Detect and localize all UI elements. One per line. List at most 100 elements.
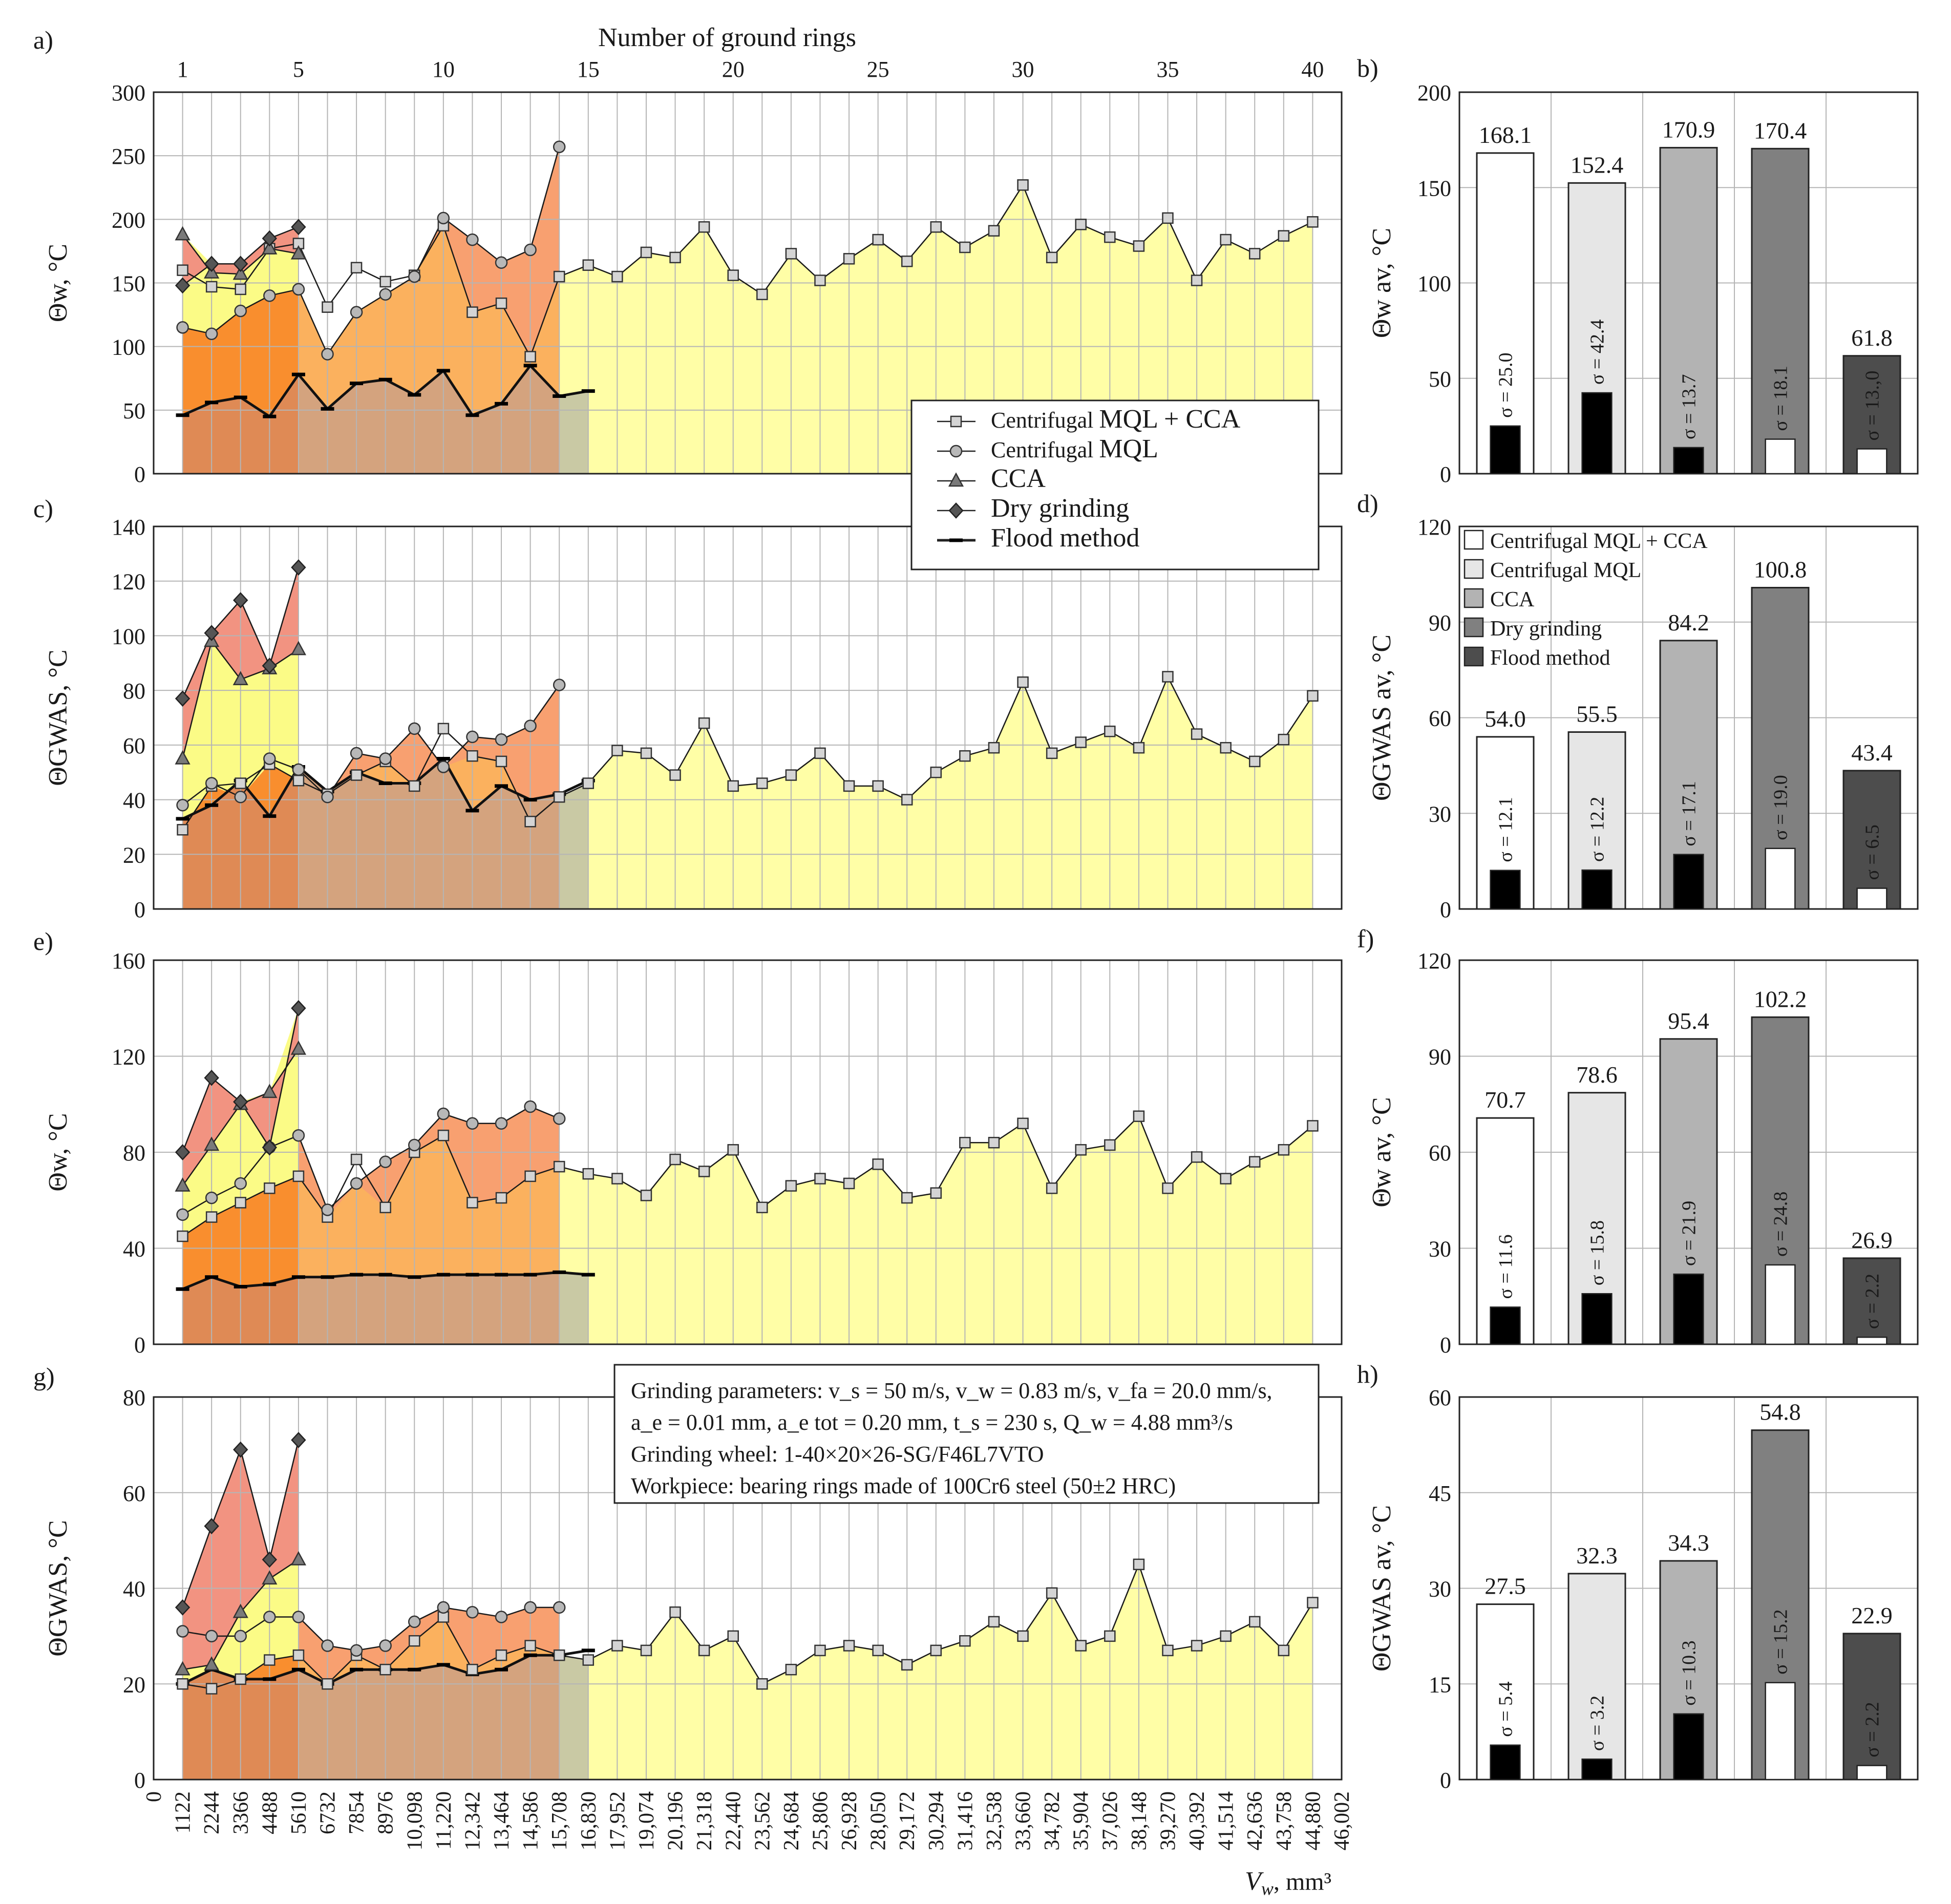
marker-mqlcca [959,1137,971,1149]
marker-mql [205,777,218,790]
marker-mqlcca [872,1158,884,1170]
bar-value-label: 43.4 [1851,739,1893,766]
sigma-label: σ = 21.9 [1679,1201,1700,1266]
bar [1842,1633,1901,1781]
marker-mqlcca [1191,1151,1203,1163]
top-tick-label: 30 [1012,57,1034,82]
marker-mqlcca [1248,755,1261,768]
line-panel-c: 0 20 40 60 80 100 120 140 ΘGWAS, °C c) [33,494,1343,922]
marker-mqlcca [611,745,623,756]
marker-mqlcca [1162,671,1174,683]
marker-mqlcca [669,251,681,264]
y-tick-label: 0 [134,462,145,487]
marker-cca [232,1603,248,1618]
marker-mqlcca [901,256,913,267]
bar-value-label: 152.4 [1571,152,1624,178]
y-tick-label: 200 [112,207,145,232]
x-tick-label: 29,172 [896,1791,919,1851]
marker-cca [290,1040,307,1055]
x-tick-label: 22,440 [722,1791,746,1851]
marker-mql [176,798,189,812]
marker-mqlcca [727,1630,739,1642]
marker-mqlcca [379,1663,391,1676]
bar-value-label: 170.4 [1754,117,1807,143]
marker-mqlcca [264,1654,275,1666]
marker-mqlcca [1046,1587,1058,1599]
marker-mqlcca [640,1644,652,1657]
sigma-bar [1673,854,1704,910]
marker-mqlcca [988,225,1000,237]
y-tick-label: 150 [1417,176,1451,201]
marker-dry [204,1069,219,1086]
marker-mqlcca [1046,1182,1058,1194]
top-axis-title: Number of ground rings [598,23,856,52]
x-tick-label: 41,514 [1215,1791,1238,1851]
marker-mqlcca [1075,1144,1087,1156]
legend-label: CCA [1490,588,1535,611]
x-tick-label: 46,002 [1330,1791,1354,1851]
x-tick-label: 13,464 [490,1791,514,1851]
sigma-label: σ = 24.8 [1770,1192,1792,1257]
sigma-bar [1581,1293,1613,1345]
x-tick-label: 15,708 [548,1791,571,1851]
legend-box [910,399,1320,570]
bar [1659,146,1718,475]
y-tick-label: 0 [134,1768,145,1793]
marker-mql [379,288,392,301]
marker-mqlcca [1278,733,1290,746]
bar-value-label: 170.9 [1662,116,1715,142]
legend-label: Flood method [991,523,1139,553]
marker-mql [553,140,566,154]
sigma-label: σ = 5.4 [1495,1681,1517,1737]
area-gap [559,783,588,909]
series-line-mqlcca [182,675,1313,830]
y-tick-label: 100 [112,624,145,649]
params-line3: Grinding wheel: 1-40×20×26-SG/F46L7VTO [631,1442,1044,1467]
marker-mqlcca [669,769,681,781]
bar [1842,770,1901,910]
y-axis-label: ΘGWAS, °C [44,1520,73,1656]
x-tick-label: 3366 [229,1791,253,1834]
marker-mqlcca [640,1190,652,1201]
x-tick-label: 5610 [287,1791,311,1834]
marker-mql [379,1639,392,1652]
y-tick-label: 15 [1429,1672,1451,1697]
marker-dry [291,1432,306,1448]
marker-mqlcca [1307,1120,1319,1132]
marker-mqlcca [756,1201,768,1214]
marker-cca [175,750,190,765]
marker-mql [234,1630,247,1643]
marker-mqlcca [1075,1640,1087,1652]
marker-dry [233,256,248,272]
marker-mqlcca [988,1137,1000,1149]
marker-mqlcca [582,259,595,271]
marker-mqlcca [495,1192,507,1204]
marker-mqlcca [264,1182,275,1194]
legend-diamond-icon [948,502,964,519]
sigma-bar [1765,1264,1796,1345]
marker-mqlcca [1075,219,1087,230]
sigma-bar [1490,870,1521,910]
x-tick-label: 14,586 [519,1791,543,1851]
y-tick-label: 150 [112,271,145,297]
area-gap [559,391,588,474]
x-tick-label: 17,952 [606,1791,629,1851]
legend-label: Centrifugal MQL + CCA [991,405,1241,434]
x-tick-label: 20,196 [664,1791,688,1851]
sigma-bar [1490,425,1521,475]
sigma-bar [1490,1306,1521,1345]
top-tick-label: 20 [722,57,745,82]
marker-mqlcca [1220,742,1232,754]
marker-dry [204,625,219,641]
sigma-bar [1581,869,1613,910]
x-tick-label: 11,220 [432,1791,456,1850]
sigma-label: σ = 12.1 [1495,797,1517,862]
marker-mqlcca [350,1153,363,1166]
series-line-mqlcca [182,1115,1313,1237]
legend-swatch [1464,530,1484,550]
marker-mqlcca [1133,1110,1145,1122]
y-axis-label: ΘGWAS, °C [44,649,73,786]
marker-mqlcca [698,1644,710,1657]
bar-value-label: 54.8 [1759,1399,1801,1425]
marker-dry [233,1093,248,1110]
